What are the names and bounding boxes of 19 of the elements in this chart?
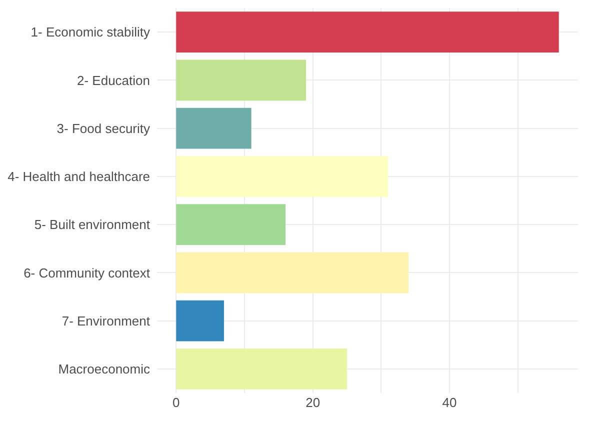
bar <box>176 108 252 149</box>
y-tick-label: 3- Food security <box>56 120 150 136</box>
y-tick-label: 4- Health and healthcare <box>8 168 150 184</box>
y-tick-label: 5- Built environment <box>34 217 150 232</box>
bar <box>176 60 306 101</box>
y-tick-label: 6- Community context <box>24 265 150 280</box>
bar <box>176 252 409 294</box>
y-tick-label: 7- Environment <box>62 313 150 328</box>
x-tick-label: 40 <box>442 395 457 410</box>
bar <box>176 12 559 53</box>
y-tick-label: Macroeconomic <box>58 361 150 376</box>
y-tick-label: 1- Economic stability <box>30 24 150 40</box>
bar <box>176 300 224 342</box>
bar <box>176 348 347 390</box>
x-tick-label: 0 <box>172 395 180 410</box>
y-tick-label: 2- Education <box>77 72 150 88</box>
bar <box>176 204 286 246</box>
bar <box>176 156 388 197</box>
x-tick-label: 20 <box>306 395 320 410</box>
